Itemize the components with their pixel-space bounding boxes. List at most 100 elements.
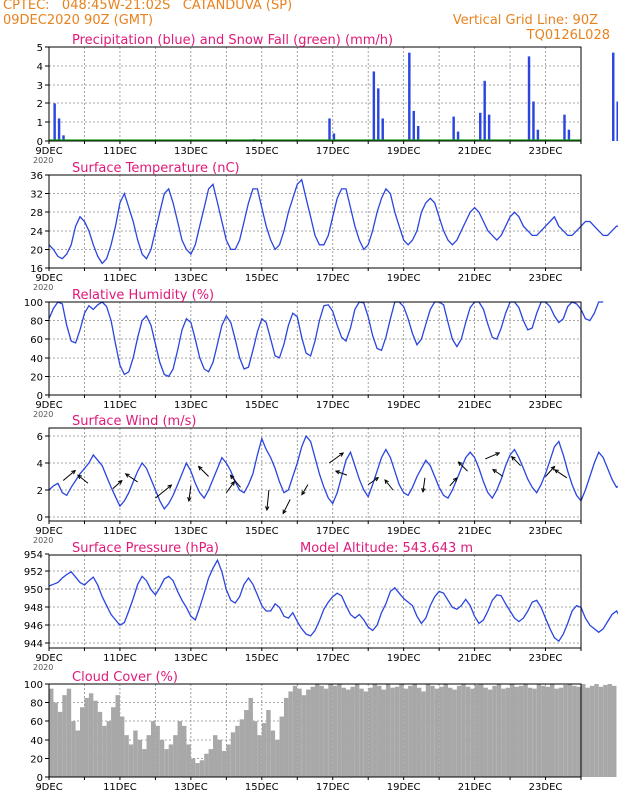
y-tick-label: 28 — [30, 208, 43, 219]
cloud-bar — [235, 725, 240, 777]
plot-frame — [48, 174, 582, 269]
cloud-bar — [204, 753, 209, 777]
cloud-bar — [261, 723, 267, 777]
header-grid-info: Vertical Grid Line: 90Z — [452, 13, 598, 28]
wind-arrow-head — [265, 506, 270, 512]
wind-arrow — [112, 480, 123, 490]
cloud-bar — [111, 707, 116, 777]
precip-bar — [377, 88, 380, 141]
precip-bar — [62, 135, 65, 141]
cloud-bar — [252, 721, 258, 777]
cloud-bar — [332, 685, 338, 777]
cloud-bar — [394, 686, 400, 777]
cloud-bar — [496, 684, 502, 777]
plot-frame — [48, 554, 582, 649]
wind-arrow-head — [421, 487, 426, 493]
cloud-bar — [88, 693, 94, 777]
precip-bar — [53, 103, 56, 141]
cloud-bar — [190, 758, 196, 777]
y-tick-label: 6 — [37, 432, 43, 443]
y-tick-label: 946 — [24, 621, 43, 632]
cloud-bar — [137, 739, 143, 777]
precip-bar — [567, 129, 571, 141]
cloud-bar — [173, 735, 178, 777]
x-tick-label: 11DEC — [103, 782, 137, 793]
cloud-bar — [492, 685, 497, 777]
wind-arrow — [367, 477, 379, 486]
cloud-bar — [479, 684, 484, 777]
header-model-id: TQ0126L028 — [526, 28, 610, 43]
wind-arrow-head — [117, 479, 123, 485]
y-tick-label: 1 — [37, 118, 43, 129]
wind-arrow — [301, 484, 309, 495]
cloud-bar — [146, 735, 151, 777]
cloud-bar — [75, 730, 81, 777]
wind-arrow — [485, 452, 500, 460]
wind-arrow — [266, 489, 270, 511]
cloud-bar — [310, 686, 315, 777]
y-tick-label: 952 — [24, 567, 43, 578]
cloud-bar — [57, 711, 63, 777]
wind-arrow — [545, 466, 555, 477]
cloud-bar — [66, 688, 72, 777]
cloud-bar — [306, 689, 311, 777]
x-tick-label: 13DEC — [174, 273, 208, 284]
cloud-bar — [385, 684, 391, 777]
wind-arrow-head — [167, 484, 173, 489]
y-tick-label: 2 — [37, 99, 43, 110]
cloud-bar — [301, 695, 307, 777]
year-label: 2020 — [33, 536, 53, 545]
wind-arrow — [554, 469, 568, 479]
wind-arrow — [125, 473, 138, 483]
y-tick-label: 60 — [30, 335, 43, 346]
cloud-bar — [403, 688, 409, 777]
y-tick-label: 24 — [30, 227, 43, 238]
panel-precip — [45, 46, 618, 144]
cloud-bar — [283, 697, 289, 777]
cloud-bar — [576, 686, 581, 777]
precip-bar — [57, 118, 61, 141]
x-tick-label: 21DEC — [458, 653, 492, 664]
y-tick-label: 0 — [37, 137, 43, 148]
cloud-bar — [456, 685, 462, 777]
y-tick-label: 80 — [30, 699, 43, 710]
year-label: 2020 — [33, 156, 53, 165]
wind-arrow-head — [457, 461, 463, 467]
wind-arrow — [198, 466, 209, 477]
cloud-bar — [523, 684, 528, 777]
wind-arrow-head — [339, 452, 345, 457]
panel-wind — [45, 427, 618, 524]
wind-arrow-head — [124, 473, 130, 478]
x-tick-label: 15DEC — [245, 273, 279, 284]
precip-bar — [452, 116, 455, 141]
x-tick-label: 17DEC — [316, 782, 350, 793]
wind-arrow-head — [197, 465, 203, 471]
wind-arrow-head — [301, 490, 306, 496]
plot-frame — [48, 683, 582, 778]
cloud-bar — [412, 684, 417, 777]
wind-arrow — [77, 474, 89, 484]
cloud-bar — [545, 686, 550, 777]
cloud-bar — [195, 763, 200, 777]
x-tick-label: 13DEC — [174, 146, 208, 157]
x-tick-label: 19DEC — [387, 273, 421, 284]
panel-subtitle-pressure: Model Altitude: 543.643 m — [300, 541, 473, 556]
y-tick-label: 4 — [37, 62, 43, 73]
wind-arrow-head — [229, 474, 235, 480]
y-tick-label: 32 — [30, 190, 43, 201]
wind-arrow — [62, 470, 76, 481]
wind-arrow-head — [550, 465, 556, 471]
cloud-bar — [266, 710, 271, 777]
y-tick-label: 954 — [24, 550, 43, 561]
y-tick-label: 0 — [37, 391, 43, 402]
x-tick-label: 17DEC — [316, 273, 350, 284]
x-tick-label: 21DEC — [458, 146, 492, 157]
x-tick-label: 15DEC — [245, 526, 279, 537]
x-tick-label: 21DEC — [458, 782, 492, 793]
cloud-bar — [425, 684, 431, 777]
cloud-bar — [452, 689, 457, 777]
cloud-bar — [381, 689, 386, 777]
precip-bar — [408, 52, 411, 141]
cloud-bar — [133, 730, 138, 777]
cloud-bar — [346, 689, 351, 777]
